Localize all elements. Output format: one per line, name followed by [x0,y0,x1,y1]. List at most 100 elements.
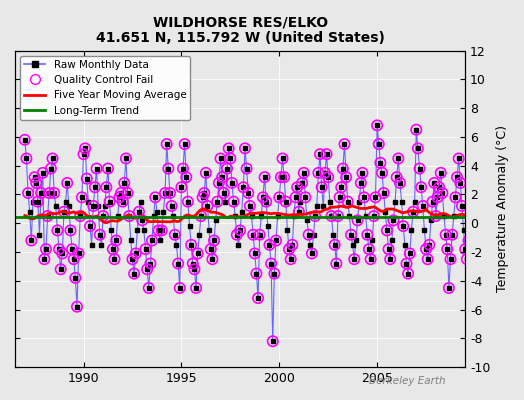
Point [158,227,166,234]
Point [190,266,199,272]
Point [456,180,464,186]
Point [128,256,137,262]
Point [161,190,169,196]
Point [322,151,331,157]
Point [112,237,121,244]
Point [316,151,324,157]
Point [108,246,117,252]
Point [43,213,52,219]
Point [143,266,151,272]
Point [311,213,319,219]
Point [132,250,140,257]
Point [73,304,81,310]
Point [389,217,398,224]
Point [66,227,74,234]
Point [293,184,301,190]
Point [260,174,269,180]
Point [332,260,341,267]
Point [241,145,249,152]
Point [334,213,342,219]
Point [71,275,80,281]
Point [399,223,407,229]
Point [122,155,130,162]
Point [220,190,228,196]
Point [272,237,280,244]
Point [430,180,439,186]
Point [379,190,388,196]
Point [357,180,365,186]
Point [461,246,470,252]
Point [469,126,477,133]
Point [48,155,57,162]
Point [57,266,65,272]
Point [146,260,155,267]
Point [223,165,231,172]
Point [249,232,257,238]
Point [130,270,138,277]
Point [275,194,283,200]
Point [350,256,358,262]
Point [50,190,58,196]
Point [81,145,89,152]
Point [384,246,392,252]
Point [432,213,440,219]
Point [404,270,412,277]
Point [197,213,205,219]
Point [70,256,78,262]
Point [409,208,417,215]
Point [135,208,143,215]
Point [55,246,63,252]
Point [416,165,424,172]
Point [445,285,453,291]
Point [63,180,71,186]
Point [337,184,345,190]
Point [304,232,313,238]
Point [429,198,437,205]
Point [213,198,222,205]
Point [200,190,209,196]
Point [454,155,463,162]
Point [68,246,77,252]
Point [226,155,235,162]
Point [288,242,297,248]
Point [216,155,225,162]
Point [422,246,430,252]
Point [91,184,99,190]
Point [45,190,53,196]
Point [78,194,86,200]
Point [215,180,223,186]
Point [42,246,50,252]
Point [366,256,375,262]
Point [148,237,156,244]
Point [218,174,226,180]
Point [40,256,49,262]
Point [443,246,452,252]
Point [206,246,215,252]
Point [262,198,270,205]
Point [208,256,216,262]
Point [425,242,433,248]
Point [254,295,262,301]
Point [363,232,372,238]
Point [383,227,391,234]
Point [287,256,295,262]
Point [166,190,174,196]
Point [244,190,253,196]
Point [189,260,197,267]
Point [301,194,310,200]
Point [202,170,210,176]
Point [375,141,383,147]
Point [308,250,316,257]
Point [37,190,45,196]
Point [24,190,32,196]
Point [74,250,83,257]
Point [463,256,471,262]
Point [187,242,195,248]
Point [294,208,303,215]
Point [118,198,127,205]
Point [340,141,348,147]
Point [318,184,326,190]
Point [184,198,192,205]
Point [378,170,386,176]
Point [365,246,373,252]
